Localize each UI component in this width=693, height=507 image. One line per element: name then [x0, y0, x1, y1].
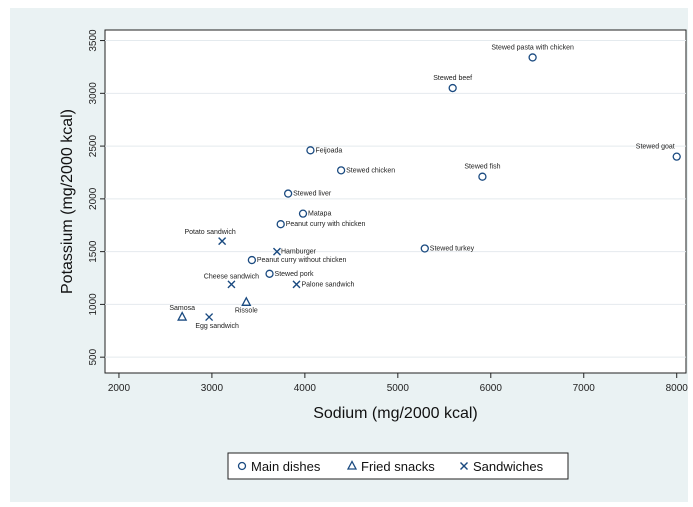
x-tick-label: 3000 [201, 383, 224, 394]
point-label: Stewed pork [275, 271, 314, 278]
point-label: Stewed chicken [346, 167, 395, 174]
legend: Main dishes Fried snacks Sandwiches [227, 452, 569, 480]
gridlines [105, 40, 686, 358]
x-axis-label: Sodium (mg/2000 kcal) [313, 405, 478, 422]
point-label: Feijoada [315, 147, 342, 154]
point-label: Stewed liver [293, 191, 332, 198]
point-label: Palone sandwich [301, 281, 354, 288]
y-axis-ticks: 500 1000 1500 2000 2500 3000 3500 [88, 29, 105, 366]
x-tick-label: 4000 [294, 383, 317, 394]
y-tick-label: 3000 [88, 82, 99, 105]
scatter-chart: 2000 3000 4000 5000 6000 7000 8000 500 1000 1500… [59, 29, 688, 480]
point-label: Stewed goat [636, 144, 675, 151]
data-point [265, 269, 274, 278]
y-tick-label: 1000 [88, 293, 99, 316]
point-label: Cheese sandwich [204, 273, 259, 280]
legend-marker [346, 460, 358, 470]
point-label: Potato sandwich [184, 229, 235, 236]
data-point [218, 237, 227, 246]
data-point [177, 311, 188, 321]
data-point [276, 220, 285, 229]
y-tick-label: 2000 [88, 187, 99, 210]
data-point [336, 166, 346, 175]
point-label: Rissole [235, 307, 258, 314]
data-point [298, 209, 308, 218]
data-point [247, 255, 257, 265]
legend-box [227, 452, 569, 480]
y-tick-label: 3500 [88, 29, 99, 52]
point-label: Stewed fish [464, 164, 500, 171]
x-tick-label: 2000 [108, 383, 131, 394]
x-tick-label: 5000 [387, 383, 410, 394]
chart-background: 2000 3000 4000 5000 6000 7000 8000 500 1000 1500… [10, 8, 688, 502]
legend-label: Main dishes [251, 459, 321, 474]
point-label: Hamburger [281, 249, 317, 256]
data-point [205, 313, 214, 322]
y-tick-label: 1500 [88, 240, 99, 263]
plot-area [104, 29, 687, 374]
x-tick-label: 8000 [666, 383, 688, 394]
point-label: Samosa [169, 305, 195, 312]
point-label: Stewed turkey [430, 245, 475, 252]
y-tick-label: 500 [88, 348, 99, 365]
point-label: Stewed pasta with chicken [491, 44, 574, 51]
x-tick-label: 6000 [480, 383, 503, 394]
point-label: Peanut curry without chicken [257, 257, 347, 264]
data-point [478, 172, 487, 181]
y-axis-label: Potassium (mg/2000 kcal) [59, 109, 76, 294]
x-tick-label: 7000 [573, 383, 596, 394]
data-point [672, 152, 681, 161]
data-point [448, 83, 457, 93]
data-point [283, 189, 293, 198]
data-point [528, 53, 537, 62]
legend-label: Sandwiches [473, 459, 544, 474]
point-label: Egg sandwich [195, 323, 239, 330]
data-point [292, 280, 301, 289]
point-label: Matapa [308, 211, 331, 218]
y-tick-label: 2500 [88, 135, 99, 158]
point-label: Stewed beef [433, 75, 472, 82]
legend-marker [460, 462, 468, 470]
x-axis-ticks: 2000 3000 4000 5000 6000 7000 8000 [108, 373, 688, 394]
legend-marker [237, 461, 247, 471]
data-point [227, 280, 236, 289]
data-point [241, 296, 252, 306]
legend-label: Fried snacks [361, 459, 435, 474]
data-points: Stewed pasta with chicken Stewed beef Stew… [169, 44, 681, 330]
point-label: Peanut curry with chicken [286, 221, 366, 228]
data-point [306, 146, 315, 155]
data-point [420, 244, 429, 253]
data-point [272, 247, 281, 256]
